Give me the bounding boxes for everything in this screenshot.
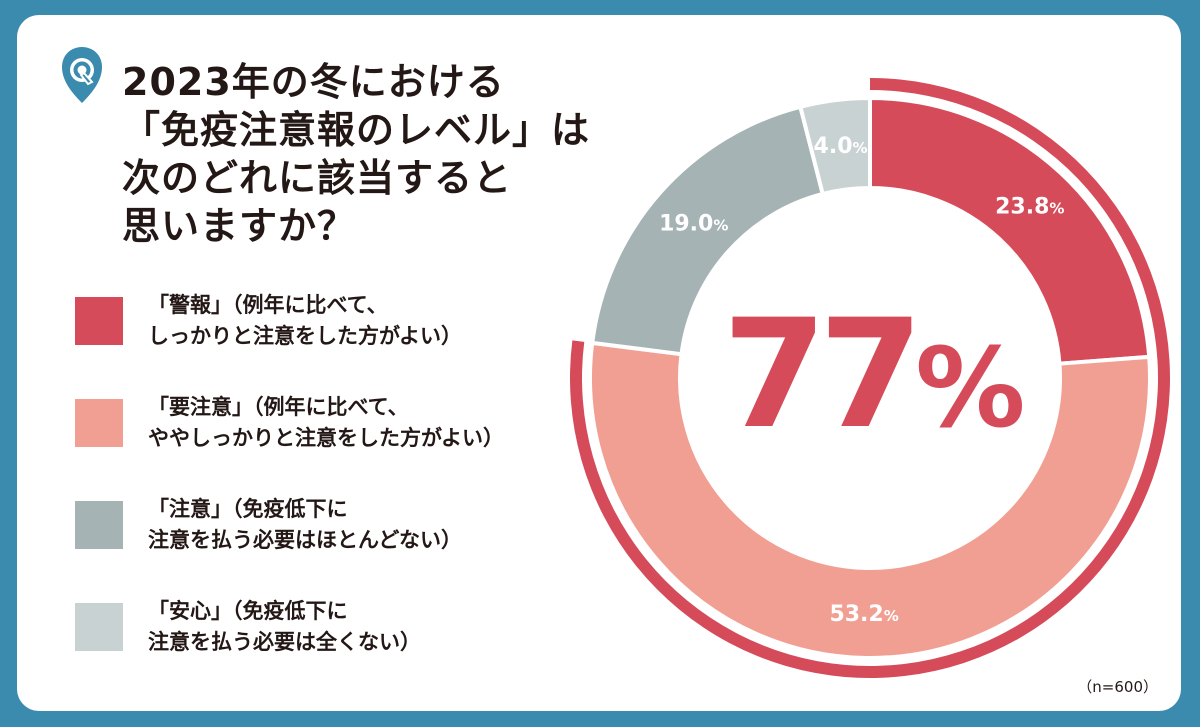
slice-value-label: 23.8% xyxy=(995,195,1064,220)
slice-value-unit: % xyxy=(853,139,868,157)
slice-value-label: 4.0% xyxy=(814,134,868,159)
legend-swatch xyxy=(75,501,123,549)
title-line: 2023年の冬における xyxy=(122,60,505,104)
center-total-unit: % xyxy=(915,324,1022,452)
donut-slice xyxy=(797,95,872,197)
legend-line: 注意を払う必要はほとんどない） xyxy=(148,528,462,552)
slice-value-unit: % xyxy=(884,607,899,625)
legend-label: 「安心」（免疫低下に 注意を払う必要は全くない） xyxy=(148,596,421,658)
title-line: 「免疫注意報のレベル」は xyxy=(122,108,591,152)
title-line: 思いますか？ xyxy=(122,204,357,248)
legend-label: 「警報」（例年に比べて、 しっかりと注意をした方がよい） xyxy=(148,290,462,352)
donut-slice xyxy=(588,340,1152,660)
legend-line: 「安心」（免疫低下に xyxy=(148,599,348,623)
legend-swatch xyxy=(75,603,123,651)
legend-line: 「注意」（免疫低下に xyxy=(148,497,348,521)
legend-item-youchuui: 「要注意」（例年に比べて、 ややしっかりと注意をした方がよい） xyxy=(75,392,504,454)
legend-line: しっかりと注意をした方がよい） xyxy=(148,324,462,348)
legend-swatch xyxy=(75,297,123,345)
page-title: 2023年の冬における 「免疫注意報のレベル」は 次のどれに該当すると 思います… xyxy=(122,58,590,250)
legend-line: 注意を払う必要は全くない） xyxy=(148,630,421,654)
sample-size-note: （n=600） xyxy=(1077,678,1158,696)
q-shield-icon: Q xyxy=(62,47,102,103)
slice-value-unit: % xyxy=(713,217,728,235)
legend-item-anshin: 「安心」（免疫低下に 注意を払う必要は全くない） xyxy=(75,596,421,658)
legend-line: ややしっかりと注意をした方がよい） xyxy=(148,426,504,450)
slice-value-label: 53.2% xyxy=(829,602,898,627)
donut-slice xyxy=(868,95,1152,366)
legend-label: 「要注意」（例年に比べて、 ややしっかりと注意をした方がよい） xyxy=(148,392,504,454)
legend-label: 「注意」（免疫低下に 注意を払う必要はほとんどない） xyxy=(148,494,462,556)
title-line: 次のどれに該当すると xyxy=(122,156,513,200)
q-icon-letter: Q xyxy=(82,73,83,75)
legend-line: 「警報」（例年に比べて、 xyxy=(148,293,388,317)
slice-value-label: 19.0% xyxy=(659,212,728,237)
center-total-label: 77% xyxy=(723,288,1023,462)
legend-item-chuui: 「注意」（免疫低下に 注意を払う必要はほとんどない） xyxy=(75,494,462,556)
legend-line: 「要注意」（例年に比べて、 xyxy=(148,395,409,419)
slice-value-unit: % xyxy=(1049,200,1064,218)
legend-item-keihou: 「警報」（例年に比べて、 しっかりと注意をした方がよい） xyxy=(75,290,462,352)
legend-swatch xyxy=(75,399,123,447)
